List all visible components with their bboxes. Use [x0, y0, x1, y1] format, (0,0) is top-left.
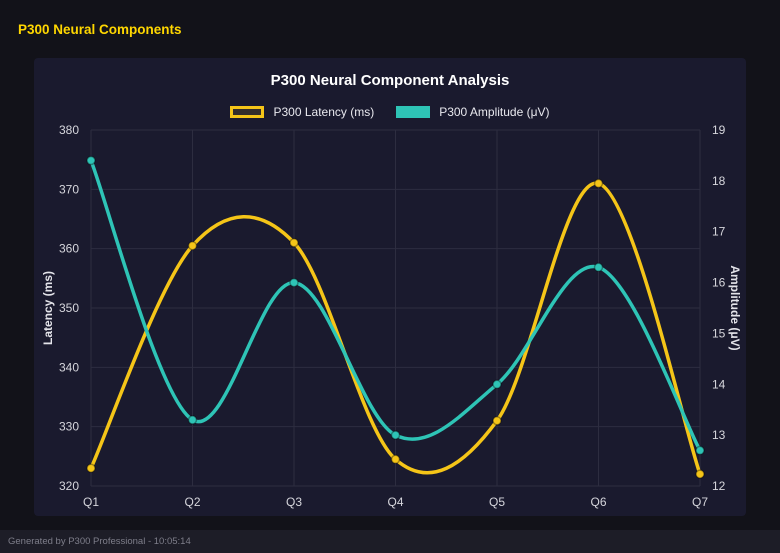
data-point[interactable] [390, 430, 401, 440]
data-point[interactable] [695, 445, 705, 456]
left-axis-tick: 370 [59, 182, 79, 196]
footer-text: Generated by P300 Professional - 10:05:1… [8, 536, 191, 547]
left-axis-tick: 320 [59, 479, 79, 493]
data-point[interactable] [492, 415, 502, 426]
x-axis-tick: Q7 [692, 495, 708, 509]
legend-item-amplitude[interactable]: P300 Amplitude (μV) [396, 105, 550, 119]
left-axis-tick: 350 [59, 301, 79, 315]
chart-canvas: 320 330 340 350 360 370 380 12 13 14 15 16 17 18 19 Q1 Q… [59, 123, 726, 509]
x-axis-tick: Q3 [286, 495, 302, 509]
right-axis-tick: 16 [712, 276, 726, 290]
x-axis-tick: Q2 [184, 495, 200, 509]
chart-legend: P300 Latency (ms) P300 Amplitude (μV) [34, 105, 746, 119]
data-point[interactable] [695, 469, 705, 479]
status-bar: Generated by P300 Professional - 10:05:1… [0, 530, 780, 553]
latency-legend-swatch [230, 106, 265, 118]
right-axis-tick: 13 [712, 428, 726, 442]
data-point[interactable] [187, 240, 198, 251]
right-axis-tick: 14 [712, 377, 726, 391]
amplitude-legend-swatch [396, 106, 431, 118]
left-axis-tick: 330 [59, 420, 79, 434]
data-point[interactable] [86, 155, 96, 166]
left-axis-tick: 340 [59, 360, 79, 374]
x-axis-tick: Q1 [83, 495, 99, 509]
data-point[interactable] [187, 415, 198, 425]
chart-title: P300 Neural Component Analysis [270, 72, 510, 89]
legend-item-latency[interactable]: P300 Latency (ms) [230, 105, 374, 119]
legend-label-latency: P300 Latency (ms) [273, 105, 375, 119]
data-point[interactable] [289, 277, 299, 288]
right-axis-tick: 15 [712, 326, 726, 340]
right-axis-tick: 18 [712, 174, 726, 188]
x-axis-tick: Q6 [590, 495, 606, 509]
data-point[interactable] [289, 237, 299, 248]
data-point[interactable] [593, 262, 604, 273]
x-axis-tick: Q5 [489, 495, 505, 509]
data-point[interactable] [593, 178, 604, 189]
right-axis-tick: 17 [712, 225, 726, 239]
data-point[interactable] [390, 454, 401, 465]
data-point[interactable] [492, 379, 502, 390]
right-axis-tick: 19 [712, 123, 726, 137]
chart-panel: P300 Neural Component Analysis P300 Late… [34, 58, 746, 516]
legend-label-amplitude: P300 Amplitude (μV) [439, 105, 550, 119]
x-axis-tick: Q4 [387, 495, 403, 509]
right-axis-tick: 12 [712, 479, 726, 493]
left-axis-tick: 360 [59, 242, 79, 256]
left-axis-tick: 380 [59, 123, 79, 137]
page-title: P300 Neural Components [18, 22, 182, 37]
data-point[interactable] [86, 463, 96, 473]
